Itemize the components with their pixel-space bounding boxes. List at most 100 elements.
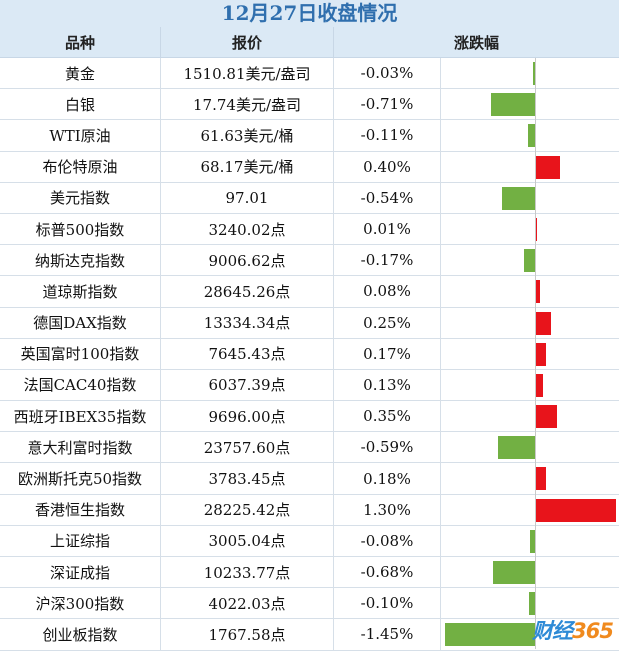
row-bar-cell: [441, 120, 619, 150]
table-row: 香港恒生指数 28225.42点 1.30%: [0, 494, 619, 526]
row-price: 28645.26点: [161, 276, 334, 307]
row-change: 0.13%: [334, 369, 441, 401]
bar-negative: [533, 62, 535, 85]
row-name: 西班牙IBEX35指数: [0, 401, 161, 432]
row-bar-cell: [441, 183, 619, 213]
bar-positive: [535, 405, 557, 429]
row-name: 沪深300指数: [0, 588, 161, 619]
bar-positive: [535, 498, 616, 522]
row-bar-cell: [441, 619, 619, 649]
table-row: 白银 17.74美元/盎司 -0.71%: [0, 89, 619, 121]
bar-positive: [535, 373, 544, 397]
watermark-logo: 财经365: [532, 615, 614, 645]
table-row: 布伦特原油 68.17美元/桶 0.40%: [0, 151, 619, 183]
row-price: 1767.58点: [161, 619, 334, 650]
row-price: 17.74美元/盎司: [161, 89, 334, 120]
row-bar-cell: [441, 401, 619, 431]
row-price: 6037.39点: [161, 369, 334, 401]
row-price: 28225.42点: [161, 494, 334, 525]
row-bar-cell: [441, 432, 619, 462]
table-row: 美元指数 97.01 -0.54%: [0, 182, 619, 214]
row-name: 意大利富时指数: [0, 432, 161, 463]
row-name: 深证成指: [0, 557, 161, 588]
bar-positive: [535, 280, 540, 304]
table-row: 西班牙IBEX35指数 9696.00点 0.35%: [0, 401, 619, 433]
row-price: 23757.60点: [161, 432, 334, 463]
row-price: 3240.02点: [161, 213, 334, 245]
row-price: 13334.34点: [161, 307, 334, 338]
row-bar-cell: [441, 588, 619, 618]
row-bar-cell: [441, 276, 619, 306]
row-change: 0.25%: [334, 307, 441, 338]
bar-negative: [445, 623, 535, 647]
table-row: 纳斯达克指数 9006.62点 -0.17%: [0, 245, 619, 277]
table-row: 欧洲斯托克50指数 3783.45点 0.18%: [0, 463, 619, 495]
bar-negative: [498, 436, 535, 460]
bar-negative: [524, 249, 535, 273]
table-row: WTI原油 61.63美元/桶 -0.11%: [0, 120, 619, 152]
row-name: 美元指数: [0, 182, 161, 213]
header-price: 报价: [161, 27, 334, 57]
row-change: 0.08%: [334, 276, 441, 307]
page-title: 12月27日收盘情况: [0, 0, 619, 27]
row-name: 道琼斯指数: [0, 276, 161, 307]
table-row: 法国CAC40指数 6037.39点 0.13%: [0, 369, 619, 402]
row-name: 创业板指数: [0, 619, 161, 650]
table-row: 意大利富时指数 23757.60点 -0.59%: [0, 432, 619, 464]
row-bar-cell: [441, 557, 619, 587]
row-price: 97.01: [161, 182, 334, 213]
table-row: 德国DAX指数 13334.34点 0.25%: [0, 307, 619, 339]
row-change: 0.18%: [334, 463, 441, 494]
row-change: 0.40%: [334, 151, 441, 182]
row-name: 法国CAC40指数: [0, 369, 161, 401]
bar-negative: [528, 124, 535, 148]
table-header-row: 品种 报价 涨跌幅: [0, 27, 619, 58]
bar-negative: [492, 561, 535, 584]
row-bar-cell: [441, 370, 619, 400]
row-name: 英国富时100指数: [0, 338, 161, 369]
header-change: 涨跌幅: [453, 33, 499, 52]
row-change: -0.68%: [334, 557, 441, 588]
row-change: -0.11%: [334, 120, 441, 151]
row-price: 3005.04点: [161, 525, 334, 556]
row-change: -0.03%: [334, 58, 441, 89]
table-row: 创业板指数 1767.58点 -1.45%: [0, 619, 619, 651]
row-price: 10233.77点: [161, 557, 334, 588]
bar-positive: [535, 311, 551, 335]
header-name: 品种: [0, 27, 161, 57]
table-row: 上证综指 3005.04点 -0.08%: [0, 525, 619, 557]
row-price: 3783.45点: [161, 463, 334, 494]
bar-positive: [535, 342, 546, 366]
watermark-part2: 365: [572, 619, 614, 643]
row-price: 9696.00点: [161, 401, 334, 432]
row-bar-cell: [441, 214, 619, 244]
bar-axis-line: [535, 58, 536, 649]
table-row: 道琼斯指数 28645.26点 0.08%: [0, 276, 619, 308]
row-bar-cell: [441, 495, 619, 525]
row-bar-cell: [441, 245, 619, 275]
row-change: 0.01%: [334, 213, 441, 245]
row-bar-cell: [441, 58, 619, 88]
row-bar-cell: [441, 152, 619, 182]
row-name: 白银: [0, 89, 161, 120]
row-name: 欧洲斯托克50指数: [0, 463, 161, 494]
row-name: 纳斯达克指数: [0, 245, 161, 276]
market-close-table: 品种 报价 涨跌幅 黄金 1510.81美元/盎司 -0.03% 白银 17.74美元/…: [0, 27, 619, 651]
row-bar-cell: [441, 89, 619, 119]
row-change: -0.10%: [334, 588, 441, 619]
row-change: -1.45%: [334, 619, 441, 650]
row-bar-cell: [441, 526, 619, 556]
table-row: 英国富时100指数 7645.43点 0.17%: [0, 338, 619, 370]
row-bar-cell: [441, 463, 619, 493]
row-name: 黄金: [0, 58, 161, 89]
row-price: 61.63美元/桶: [161, 120, 334, 151]
bar-negative: [528, 592, 535, 616]
bar-negative: [501, 186, 535, 210]
bar-positive: [535, 155, 560, 179]
row-change: 0.17%: [334, 338, 441, 369]
row-bar-cell: [441, 308, 619, 338]
row-name: WTI原油: [0, 120, 161, 151]
row-name: 香港恒生指数: [0, 494, 161, 525]
row-name: 标普500指数: [0, 213, 161, 245]
row-name: 布伦特原油: [0, 151, 161, 182]
